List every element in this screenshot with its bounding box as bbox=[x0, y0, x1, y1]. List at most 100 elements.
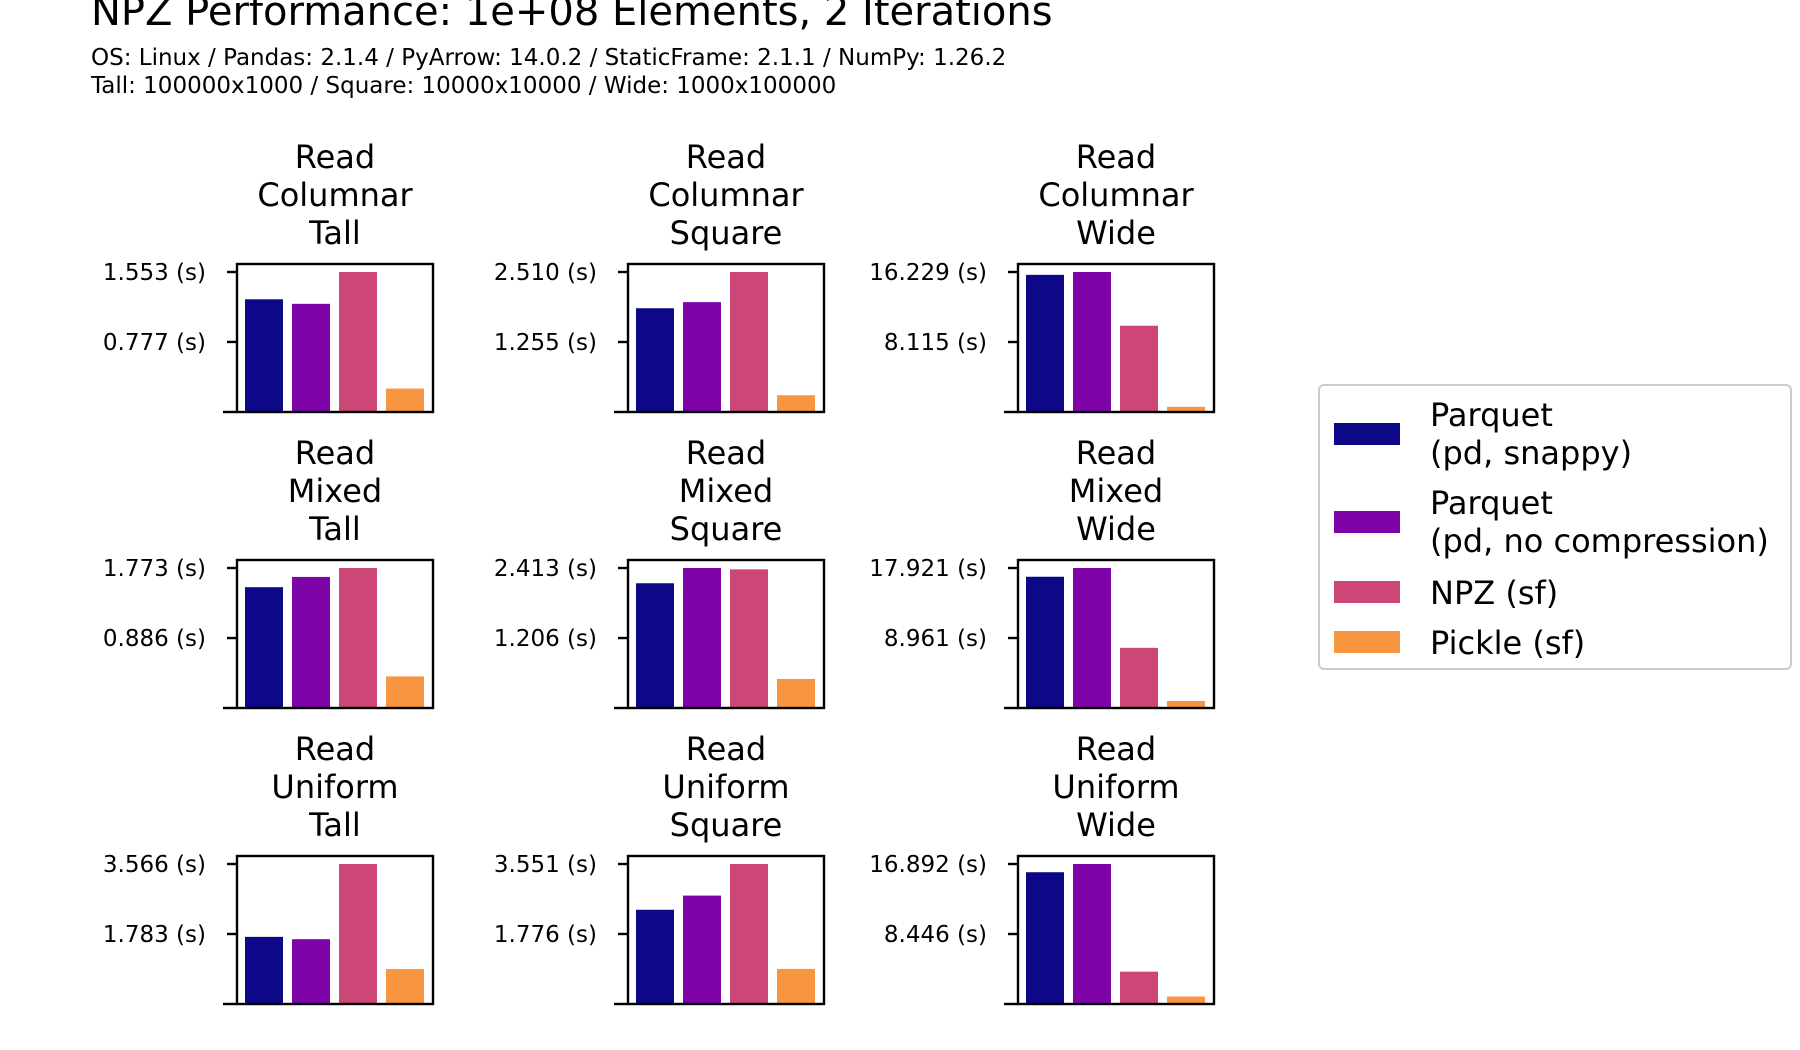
panel-title-line: Square bbox=[670, 806, 783, 844]
y-tick-label: 8.446 (s) bbox=[884, 922, 987, 948]
bar-uniform-wide-4 bbox=[1167, 996, 1205, 1004]
bar-mixed-tall-2 bbox=[292, 576, 330, 708]
panel-title-line: Columnar bbox=[1038, 176, 1194, 214]
bar-mixed-square-1 bbox=[636, 583, 674, 708]
bar-mixed-square-2 bbox=[683, 568, 721, 708]
bar-mixed-wide-4 bbox=[1167, 700, 1205, 708]
bar-uniform-tall-1 bbox=[245, 936, 283, 1004]
y-tick-label: 17.921 (s) bbox=[869, 556, 987, 582]
bar-mixed-square-3 bbox=[730, 569, 768, 708]
axes-frame bbox=[235, 262, 435, 414]
y-tick-label: 1.783 (s) bbox=[103, 922, 206, 948]
axes-frame bbox=[235, 558, 435, 710]
y-tick-label: 1.773 (s) bbox=[103, 556, 206, 582]
panel-title-line: Uniform bbox=[271, 768, 398, 806]
panel-title-line: Read bbox=[1076, 730, 1156, 768]
bar-uniform-wide-3 bbox=[1120, 971, 1158, 1004]
y-tick-label: 2.510 (s) bbox=[494, 260, 597, 286]
panel-title-line: Mixed bbox=[288, 472, 382, 510]
y-tick-label: 16.229 (s) bbox=[869, 260, 987, 286]
bar-uniform-tall-3 bbox=[339, 864, 377, 1004]
panel-title-line: Read bbox=[1076, 138, 1156, 176]
panel-title-line: Read bbox=[295, 138, 375, 176]
legend-label: Parquet (pd, no compression) bbox=[1430, 484, 1769, 560]
axes-frame bbox=[626, 262, 826, 414]
bar-uniform-wide-2 bbox=[1073, 864, 1111, 1004]
axes-frame bbox=[1016, 262, 1216, 414]
figure-subtitle-shapes: Tall: 100000x1000 / Square: 10000x10000 … bbox=[91, 73, 837, 99]
panel-title-line: Read bbox=[686, 730, 766, 768]
bar-columnar-tall-1 bbox=[245, 299, 283, 412]
figure-title: NPZ Performance: 1e+08 Elements, 2 Itera… bbox=[91, 0, 1053, 35]
bar-mixed-square-4 bbox=[777, 678, 815, 708]
legend-label: Parquet (pd, snappy) bbox=[1430, 396, 1633, 472]
y-tick-label: 1.776 (s) bbox=[494, 922, 597, 948]
axes-frame bbox=[626, 854, 826, 1006]
figure-subtitle-versions: OS: Linux / Pandas: 2.1.4 / PyArrow: 14.… bbox=[91, 45, 1007, 71]
panel-title-line: Tall bbox=[308, 806, 361, 844]
bar-columnar-wide-3 bbox=[1120, 325, 1158, 412]
panel-title-line: Mixed bbox=[679, 472, 773, 510]
legend-label: Pickle (sf) bbox=[1430, 624, 1586, 662]
legend-swatch bbox=[1334, 581, 1400, 603]
axes-frame bbox=[626, 558, 826, 710]
y-tick-label: 1.553 (s) bbox=[103, 260, 206, 286]
bar-columnar-square-3 bbox=[730, 272, 768, 412]
panel-title-line: Columnar bbox=[648, 176, 804, 214]
bar-columnar-wide-1 bbox=[1026, 274, 1064, 412]
legend-item: NPZ (sf) bbox=[1320, 572, 1790, 612]
bar-columnar-square-1 bbox=[636, 308, 674, 412]
panel-title-line: Wide bbox=[1076, 806, 1156, 844]
y-tick-label: 0.886 (s) bbox=[103, 626, 206, 652]
bar-mixed-tall-1 bbox=[245, 587, 283, 708]
bar-uniform-wide-1 bbox=[1026, 872, 1064, 1004]
bar-mixed-tall-4 bbox=[386, 676, 424, 708]
axes-frame bbox=[1016, 558, 1216, 710]
panel-title-line: Columnar bbox=[257, 176, 413, 214]
panel-title-line: Tall bbox=[308, 214, 361, 252]
panel-title-line: Read bbox=[686, 434, 766, 472]
panel-title-line: Uniform bbox=[662, 768, 789, 806]
y-tick-label: 8.115 (s) bbox=[884, 330, 987, 356]
panel-title-line: Wide bbox=[1076, 214, 1156, 252]
y-tick-label: 3.566 (s) bbox=[103, 852, 206, 878]
bar-columnar-tall-3 bbox=[339, 272, 377, 412]
y-tick-label: 3.551 (s) bbox=[494, 852, 597, 878]
axes-frame bbox=[1016, 854, 1216, 1006]
bar-columnar-tall-4 bbox=[386, 388, 424, 412]
bar-columnar-tall-2 bbox=[292, 303, 330, 412]
bar-columnar-square-4 bbox=[777, 395, 815, 412]
panel-title-line: Read bbox=[295, 730, 375, 768]
bar-uniform-square-1 bbox=[636, 909, 674, 1004]
bar-uniform-tall-4 bbox=[386, 969, 424, 1004]
legend-swatch bbox=[1334, 423, 1400, 445]
bar-columnar-wide-2 bbox=[1073, 272, 1111, 412]
bar-mixed-wide-3 bbox=[1120, 647, 1158, 708]
bar-uniform-square-3 bbox=[730, 864, 768, 1004]
bar-mixed-wide-2 bbox=[1073, 568, 1111, 708]
bar-mixed-tall-3 bbox=[339, 568, 377, 708]
bar-columnar-wide-4 bbox=[1167, 406, 1205, 412]
y-tick-label: 8.961 (s) bbox=[884, 626, 987, 652]
y-tick-label: 0.777 (s) bbox=[103, 330, 206, 356]
legend: Parquet (pd, snappy) Parquet (pd, no comp… bbox=[1318, 384, 1792, 670]
bar-uniform-square-4 bbox=[777, 968, 815, 1004]
legend-swatch bbox=[1334, 511, 1400, 533]
bar-columnar-square-2 bbox=[683, 302, 721, 412]
bar-uniform-square-2 bbox=[683, 895, 721, 1004]
legend-item: Pickle (sf) bbox=[1320, 622, 1790, 662]
y-tick-label: 16.892 (s) bbox=[869, 852, 987, 878]
panel-title-line: Read bbox=[686, 138, 766, 176]
panel-title-line: Square bbox=[670, 510, 783, 548]
axes-frame bbox=[235, 854, 435, 1006]
y-tick-label: 1.255 (s) bbox=[494, 330, 597, 356]
panel-title-line: Read bbox=[295, 434, 375, 472]
